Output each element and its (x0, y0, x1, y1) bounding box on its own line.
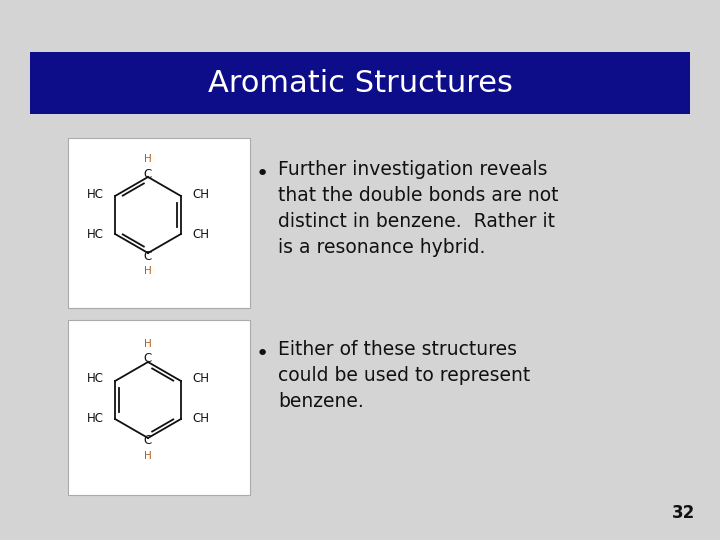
Text: HC: HC (87, 413, 104, 426)
Text: H: H (144, 266, 152, 276)
Text: is a resonance hybrid.: is a resonance hybrid. (278, 238, 485, 257)
Text: Aromatic Structures: Aromatic Structures (207, 69, 513, 98)
Text: CH: CH (192, 187, 209, 200)
Text: CH: CH (192, 413, 209, 426)
Text: 32: 32 (672, 504, 695, 522)
FancyBboxPatch shape (30, 52, 690, 114)
Text: C: C (144, 249, 152, 262)
Text: HC: HC (87, 227, 104, 240)
Text: H: H (144, 451, 152, 461)
Text: C: C (144, 353, 152, 366)
Text: •: • (256, 344, 269, 364)
Text: HC: HC (87, 373, 104, 386)
Text: C: C (144, 167, 152, 180)
Text: C: C (144, 435, 152, 448)
Text: distinct in benzene.  Rather it: distinct in benzene. Rather it (278, 212, 555, 231)
FancyBboxPatch shape (68, 320, 250, 495)
Text: HC: HC (87, 187, 104, 200)
Text: H: H (144, 339, 152, 349)
Text: CH: CH (192, 373, 209, 386)
Text: that the double bonds are not: that the double bonds are not (278, 186, 559, 205)
Text: •: • (256, 164, 269, 184)
Text: could be used to represent: could be used to represent (278, 366, 530, 385)
Text: Either of these structures: Either of these structures (278, 340, 517, 359)
Text: H: H (144, 154, 152, 164)
FancyBboxPatch shape (68, 138, 250, 308)
Text: benzene.: benzene. (278, 392, 364, 411)
Text: Further investigation reveals: Further investigation reveals (278, 160, 547, 179)
Text: CH: CH (192, 227, 209, 240)
